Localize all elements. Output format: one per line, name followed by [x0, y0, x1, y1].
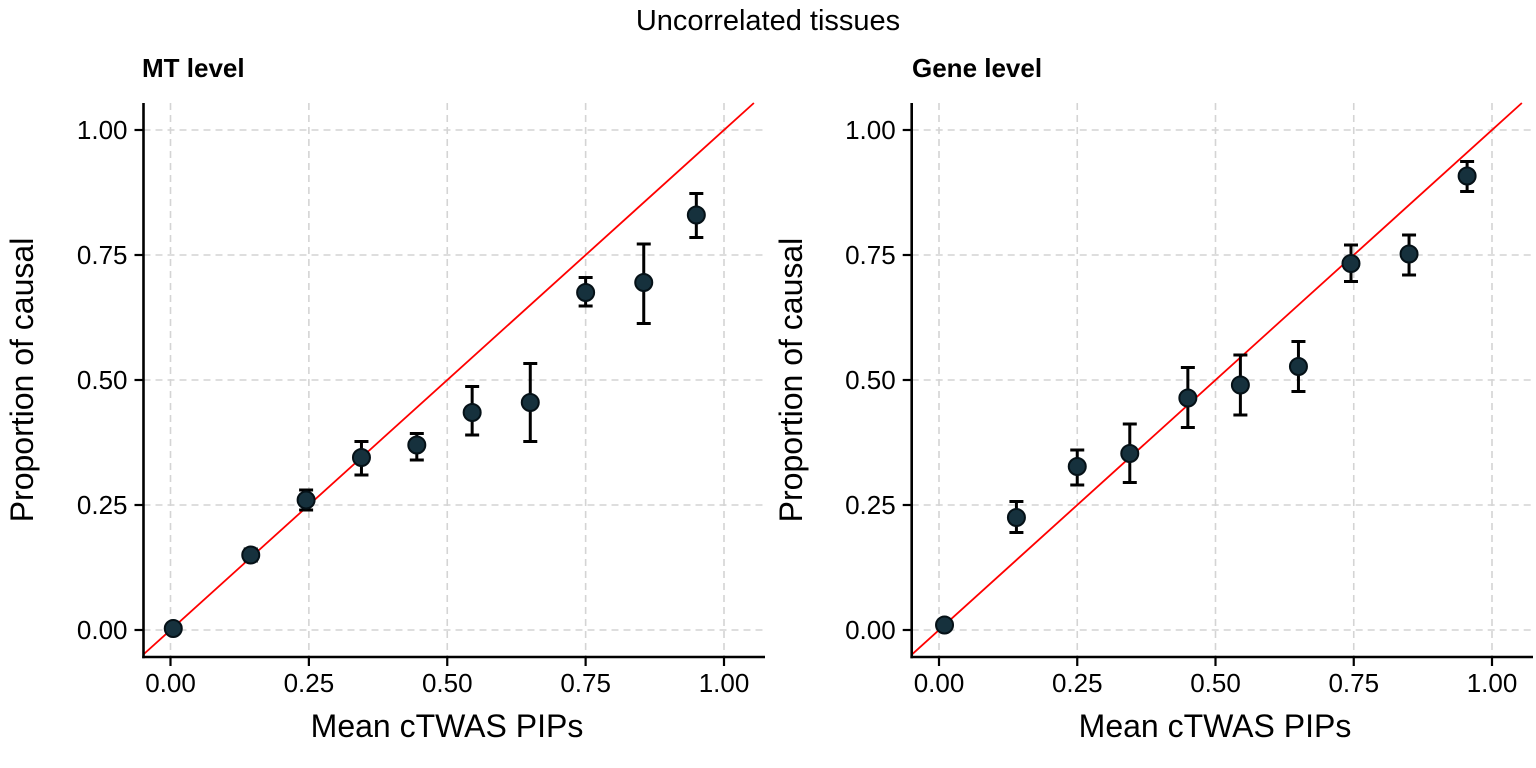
- y-tick-label: 0.75: [845, 240, 896, 270]
- x-tick-label: 0.75: [1328, 668, 1379, 698]
- y-axis-label: Proportion of causal: [4, 238, 40, 523]
- x-tick-label: 0.00: [914, 668, 965, 698]
- y-axis-label: Proportion of causal: [773, 238, 809, 523]
- y-tick-label: 0.25: [77, 490, 128, 520]
- data-point: [241, 545, 261, 565]
- x-axis-label: Mean cTWAS PIPs: [1079, 708, 1352, 744]
- y-tick-label: 1.00: [77, 115, 128, 145]
- data-point: [935, 615, 955, 635]
- subplot-title: Gene level: [912, 53, 1042, 83]
- data-point: [634, 273, 654, 292]
- x-tick-label: 0.75: [560, 668, 611, 698]
- y-tick-label: 0.75: [77, 240, 128, 270]
- y-tick-label: 0.00: [77, 615, 128, 645]
- data-point: [1288, 357, 1308, 376]
- x-tick-label: 1.00: [699, 668, 750, 698]
- identity-line: [142, 102, 755, 656]
- y-tick-label: 0.50: [845, 365, 896, 395]
- data-point: [686, 205, 706, 225]
- data-point: [1120, 444, 1140, 463]
- x-axis-label: Mean cTWAS PIPs: [311, 708, 584, 744]
- panel-gene-level: Gene level Mean cTWAS PIPs Proportion of…: [773, 53, 1533, 744]
- y-tick-label: 0.00: [845, 615, 896, 645]
- data-point: [1067, 457, 1087, 476]
- data-point: [407, 435, 427, 455]
- data-point: [576, 283, 596, 302]
- data-point: [351, 448, 371, 467]
- x-tick-label: 0.00: [145, 668, 196, 698]
- data-point: [1457, 166, 1477, 186]
- x-tick-label: 0.25: [1052, 668, 1103, 698]
- y-tick-label: 0.50: [77, 365, 128, 395]
- data-point: [163, 619, 183, 638]
- data-point: [1178, 388, 1198, 408]
- figure-title: Uncorrelated tissues: [635, 5, 901, 37]
- data-point: [1399, 244, 1419, 264]
- y-tick-label: 1.00: [845, 115, 896, 145]
- x-tick-label: 0.50: [422, 668, 473, 698]
- panel-mt-level: MT level Mean cTWAS PIPs Proportion of c…: [4, 53, 765, 744]
- data-point: [296, 490, 316, 510]
- panel-marks: 0.00 0.25 0.50 0.75 1.00 0.00 0.25 0.50 0.75 1.00: [77, 102, 765, 698]
- subplot-title: MT level: [142, 53, 245, 83]
- x-tick-label: 1.00: [1467, 668, 1518, 698]
- x-tick-label: 0.50: [1190, 668, 1241, 698]
- y-tick-label: 0.25: [845, 490, 896, 520]
- data-point: [1341, 254, 1361, 273]
- panel-marks: 0.00 0.25 0.50 0.75 1.00 0.00 0.25 0.50 0.75 1.00: [845, 102, 1533, 698]
- data-point: [520, 393, 540, 412]
- data-point: [1006, 508, 1026, 527]
- x-tick-label: 0.25: [284, 668, 335, 698]
- data-point: [1230, 375, 1250, 395]
- identity-line: [911, 102, 1523, 656]
- data-point: [462, 403, 482, 422]
